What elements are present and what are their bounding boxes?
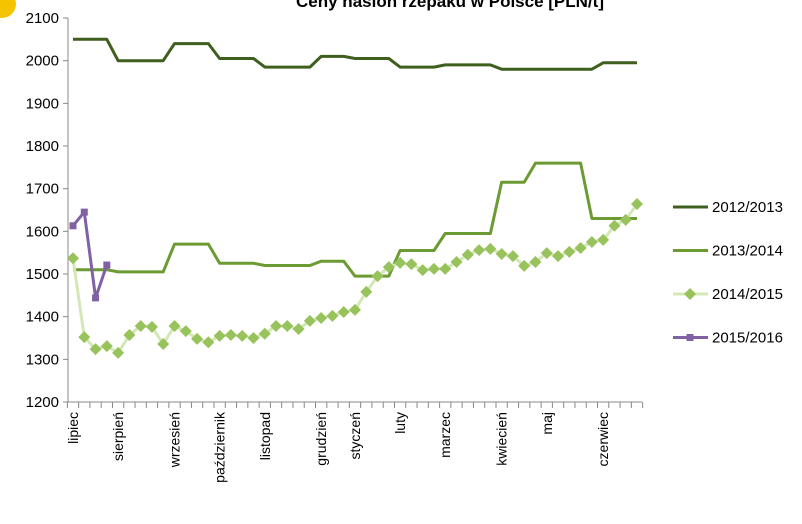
x-tick-label: marzec bbox=[437, 412, 453, 458]
point bbox=[631, 198, 643, 211]
point bbox=[484, 242, 497, 255]
x-tick-label: listopad bbox=[257, 412, 273, 460]
point bbox=[360, 285, 373, 298]
point bbox=[326, 309, 339, 322]
point bbox=[292, 323, 305, 336]
legend-label: 2012/2013 bbox=[712, 199, 783, 216]
series-line bbox=[73, 37, 637, 71]
point bbox=[168, 320, 181, 333]
point bbox=[506, 250, 519, 263]
point bbox=[100, 340, 113, 353]
point bbox=[92, 294, 100, 302]
point bbox=[67, 252, 79, 265]
point bbox=[303, 314, 316, 327]
point bbox=[202, 336, 215, 349]
point bbox=[213, 329, 226, 342]
point bbox=[103, 261, 111, 269]
series-line bbox=[71, 203, 639, 355]
series-line bbox=[73, 161, 637, 278]
point bbox=[473, 244, 486, 257]
x-tick-label: październik bbox=[212, 411, 228, 483]
point bbox=[258, 327, 271, 340]
point bbox=[574, 241, 587, 254]
point bbox=[270, 320, 283, 333]
legend-label: 2015/2016 bbox=[712, 330, 783, 347]
y-tick-label: 1600 bbox=[26, 223, 59, 240]
x-tick-label: maj bbox=[539, 412, 555, 435]
point bbox=[112, 346, 125, 359]
point bbox=[552, 250, 565, 263]
point bbox=[134, 320, 147, 333]
point bbox=[315, 311, 328, 324]
y-tick-label: 2100 bbox=[26, 10, 59, 27]
x-tick-label: wrzesień bbox=[167, 412, 183, 468]
point bbox=[405, 258, 418, 271]
point bbox=[450, 256, 463, 269]
point bbox=[145, 320, 158, 333]
point bbox=[191, 332, 204, 345]
legend-label: 2013/2014 bbox=[712, 243, 783, 260]
x-tick-label: luty bbox=[392, 412, 408, 434]
y-tick-label: 1400 bbox=[26, 309, 59, 326]
point bbox=[89, 343, 102, 356]
point bbox=[371, 270, 384, 283]
legend-label: 2014/2015 bbox=[712, 286, 783, 303]
y-tick-label: 1800 bbox=[26, 138, 59, 155]
chart-title: Ceny nasion rzepaku w Polsce [PLN/t] bbox=[296, 0, 604, 11]
point bbox=[619, 213, 632, 226]
point bbox=[608, 219, 621, 232]
point bbox=[529, 256, 542, 269]
point bbox=[394, 256, 407, 269]
series-line bbox=[71, 210, 109, 300]
point bbox=[78, 331, 91, 344]
x-tick-label: sierpień bbox=[110, 412, 126, 461]
y-tick-label: 1900 bbox=[26, 95, 59, 112]
point bbox=[495, 247, 508, 260]
point bbox=[281, 320, 294, 333]
point bbox=[585, 236, 598, 248]
point bbox=[236, 329, 249, 342]
point bbox=[123, 329, 136, 342]
x-tick-label: lipiec bbox=[65, 412, 81, 444]
y-tick-label: 1200 bbox=[26, 394, 59, 411]
y-tick-label: 1700 bbox=[26, 181, 59, 198]
legend-marker bbox=[684, 288, 696, 300]
point bbox=[337, 305, 350, 318]
y-tick-label: 2000 bbox=[26, 53, 59, 70]
legend-marker bbox=[686, 334, 694, 341]
point bbox=[461, 248, 474, 261]
point bbox=[80, 208, 88, 216]
x-tick-label: kwiecień bbox=[494, 412, 510, 466]
corner-badge bbox=[0, 0, 16, 18]
point bbox=[179, 325, 192, 338]
point bbox=[416, 264, 429, 277]
point bbox=[247, 332, 260, 344]
x-tick-label: styczeń bbox=[347, 412, 363, 459]
point bbox=[69, 222, 77, 230]
x-tick-label: czerwiec bbox=[595, 412, 611, 466]
y-tick-label: 1500 bbox=[26, 266, 59, 283]
point bbox=[382, 261, 395, 274]
point bbox=[157, 337, 170, 350]
point bbox=[540, 247, 553, 260]
point bbox=[597, 233, 610, 246]
point bbox=[224, 329, 237, 342]
point bbox=[563, 245, 576, 258]
y-tick-label: 1300 bbox=[26, 351, 59, 368]
point bbox=[518, 259, 531, 272]
x-tick-label: grudzień bbox=[313, 412, 329, 466]
point bbox=[349, 303, 361, 316]
point bbox=[427, 262, 440, 275]
point bbox=[439, 262, 452, 275]
